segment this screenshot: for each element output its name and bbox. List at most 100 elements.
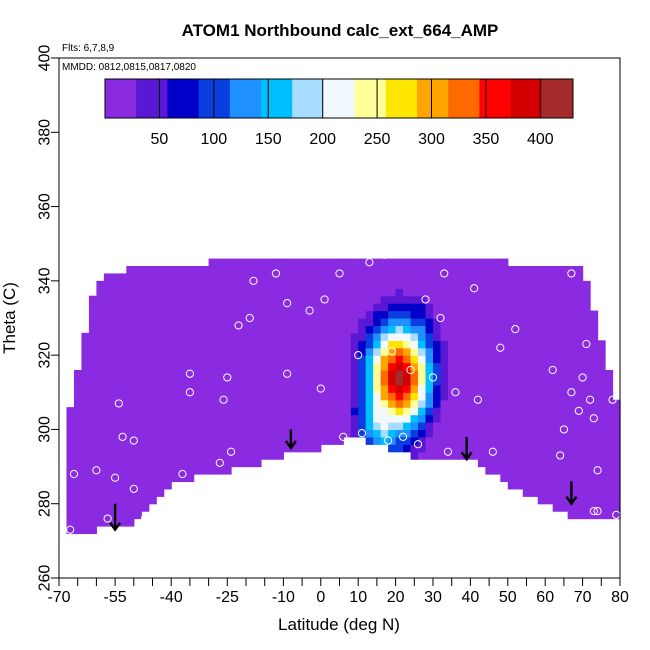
heatmap-cell [193,266,202,275]
heatmap-cell [126,414,135,423]
heatmap-cell [126,370,135,379]
heatmap-cell [582,303,591,312]
heatmap-cell [447,347,457,356]
heatmap-cell [560,340,569,349]
heatmap-cell [186,451,195,460]
heatmap-cell [298,325,307,334]
heatmap-cell [268,340,277,349]
heatmap-cell [395,370,404,379]
heatmap-cell [358,362,367,371]
heatmap-cell [410,414,419,423]
heatmap-cell [507,474,516,483]
heatmap-cell [530,474,539,483]
heatmap-cell [305,414,314,423]
heatmap-cell [305,429,314,438]
heatmap-cell [208,370,217,379]
heatmap-cell [507,310,516,319]
heatmap-cell [350,370,359,379]
heatmap-cell [470,355,479,364]
heatmap-cell [126,280,135,289]
heatmap-cell [507,414,516,423]
y-tick-label: 280 [37,490,54,517]
heatmap-cell [223,436,232,445]
heatmap-cell [575,347,584,356]
heatmap-cell [455,414,464,423]
heatmap-cell [530,340,539,349]
heatmap-cell [433,310,442,319]
heatmap-cell [485,288,494,297]
heatmap-cell [575,436,584,445]
heatmap-cell [447,303,457,312]
heatmap-cell [305,318,314,327]
heatmap-cell [88,422,97,431]
heatmap-cell [298,295,307,304]
heatmap-cell [605,488,614,497]
heatmap-cell [350,362,359,371]
heatmap-cell [388,422,397,431]
heatmap-cell [575,414,584,423]
heatmap-cell [395,310,404,319]
heatmap-cell [597,340,606,349]
heatmap-cell [395,399,404,408]
colorbar-tick-label: 150 [255,131,282,148]
heatmap-cell [537,459,546,468]
heatmap-cell [418,288,427,297]
heatmap-cell [96,340,105,349]
heatmap-cell [193,355,202,364]
heatmap-cell [388,332,397,341]
heatmap-cell [201,429,210,438]
heatmap-cell [103,340,112,349]
heatmap-cell [66,488,75,497]
heatmap-cell [590,384,599,393]
heatmap-cell [260,384,270,393]
heatmap-cell [246,332,255,341]
x-tick-label: 0 [316,589,325,606]
heatmap-cell [275,288,284,297]
heatmap-cell [380,429,389,438]
heatmap-cell [395,325,404,334]
heatmap-cell [156,429,165,438]
heatmap-cell [582,496,591,505]
heatmap-cell [410,377,419,386]
heatmap-cell [388,303,397,312]
heatmap-cell [320,266,329,275]
heatmap-cell [223,303,232,312]
heatmap-cell [260,392,270,401]
sample-point [219,395,228,404]
heatmap-cell [455,422,464,431]
heatmap-cell [171,407,180,416]
heatmap-cell [275,429,284,438]
heatmap-cell [418,422,427,431]
x-tick-label: 20 [387,589,405,606]
heatmap-cell [118,295,127,304]
heatmap-cell [275,258,284,267]
heatmap-cell [141,496,150,505]
heatmap-cell [246,370,255,379]
heatmap-cell [388,429,397,438]
heatmap-cell [103,399,112,408]
heatmap-cell [395,303,404,312]
heatmap-cell [537,481,546,490]
x-axis: -70 -55 -40 -25 -10 0 10 20 30 40 50 60 70 80 [47,577,629,606]
heatmap-cell [81,392,90,401]
heatmap-cell [246,459,255,468]
heatmap-cell [313,273,322,282]
heatmap-cell [492,429,501,438]
heatmap-cell [283,325,292,334]
heatmap-cell [73,370,83,379]
heatmap-cell [440,288,449,297]
heatmap-cell [380,407,389,416]
heatmap-cell [133,340,142,349]
heatmap-cell [350,399,359,408]
heatmap-cell [298,399,307,408]
heatmap-cell [328,370,337,379]
heatmap-cell [148,451,157,460]
heatmap-cell [582,414,591,423]
heatmap-cell [343,325,352,334]
heatmap-cell [111,474,120,483]
heatmap-cell [73,384,83,393]
heatmap-cell [246,266,255,275]
heatmap-cell [223,288,232,297]
colorbar-swatch [479,79,512,118]
heatmap-cell [455,303,464,312]
